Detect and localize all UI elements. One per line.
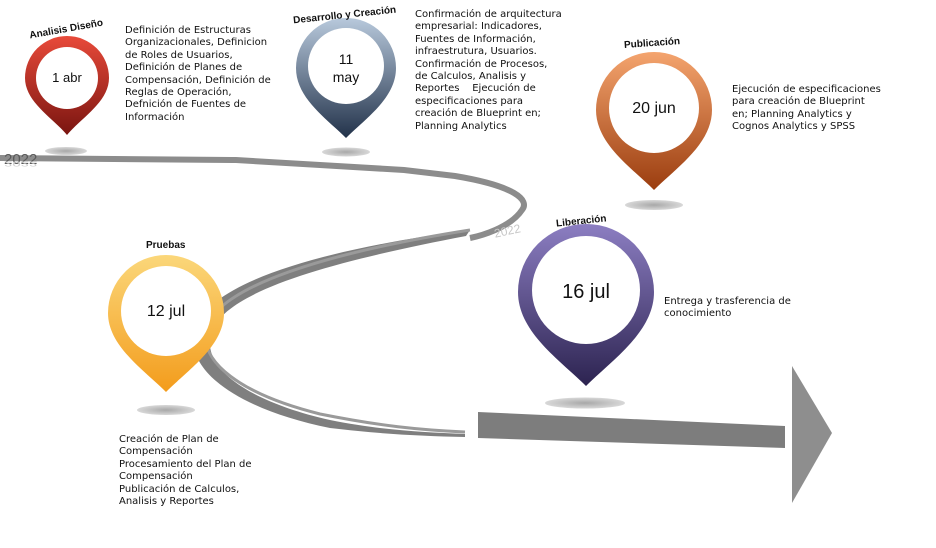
description-line: Confirmación de Procesos, [415,58,548,70]
description-line: Publicación de Calculos, [119,483,240,495]
description-line: Reportes Ejecución de [415,83,536,95]
description-line: de Calculos, Analisis y [415,71,527,83]
description-line: creación de Blueprint en; [415,108,541,120]
road-lower-segment [478,412,785,448]
description-line: en; Planning Analytics y [732,108,852,120]
pin-date-liberacion: 16 jul [562,281,610,303]
description-line: Analisis y Reportes [119,496,214,508]
description-line: Definición de Estructuras [125,25,251,36]
description-line: Ejecución de especificaciones [732,84,881,95]
description-line: Planning Analytics [415,120,507,132]
road-swoosh [193,230,470,437]
description-analisis: Definición de Estructuras Organizacional… [125,25,271,124]
pin-pruebas [107,254,224,392]
pin-date-pruebas: 12 jul [146,303,186,320]
description-line: Entrega y trasferencia de [664,296,791,307]
pin-shadow [137,405,195,415]
description-line: empresarial: Indicadores, [415,21,542,33]
description-line: de Roles de Usuarios, [125,49,233,61]
description-line: Creación de Plan de [119,434,219,445]
road-swoosh-highlight [203,228,471,434]
description-line: conocimiento [664,308,732,320]
road-arrowhead [792,366,832,503]
description-line: Organizacionales, Definicion [125,37,268,49]
pin-shadow [625,200,683,210]
description-line: para creación de Blueprint [732,96,865,108]
description-line: Procesamiento del Plan de [119,458,252,470]
description-publicacion: Ejecución de especificaciones para creac… [732,84,881,134]
pin-desarrollo [295,17,396,139]
description-line: Defnición de Fuentes de [125,99,247,111]
stage-label-pruebas: Pruebas [146,240,186,251]
year-label-start: 2022 [4,151,38,168]
description-desarrollo: Confirmación de arquitectura empresarial… [415,9,562,133]
pin-publicacion [596,52,712,190]
road-upper-segment [0,155,527,241]
description-line: Compensación, Definición de [125,74,271,86]
description-line: Compensación [119,471,193,483]
description-line: Fuentes de Información, [415,33,536,45]
pin-date-publicacion: 20 jun [632,100,676,117]
description-line: Información [125,111,185,123]
year-label-reflection: 2022 [4,159,38,169]
description-line: Definición de Planes de [125,62,243,74]
description-liberacion: Entrega y trasferencia de conocimiento [664,296,791,321]
description-line: Compensación [119,446,193,458]
pin-liberacion [518,224,654,386]
description-pruebas: Creación de Plan de Compensación Procesa… [119,434,252,508]
pin-date-desarrollo: 11 may [332,51,360,85]
pin-date-analisis: 1 abr [52,70,82,85]
pin-shadow [545,397,625,409]
pin-shadow [322,147,370,157]
description-line: infraestrutura, Usuarios. [415,46,537,58]
description-line: Reglas de Operación, [125,87,232,99]
pin-analisis [25,36,109,135]
description-line: Cognos Analytics y SPSS [732,121,856,133]
description-line: especificaciones para [415,95,524,107]
pin-shadow [45,147,87,155]
description-line: Confirmación de arquitectura [415,9,562,20]
